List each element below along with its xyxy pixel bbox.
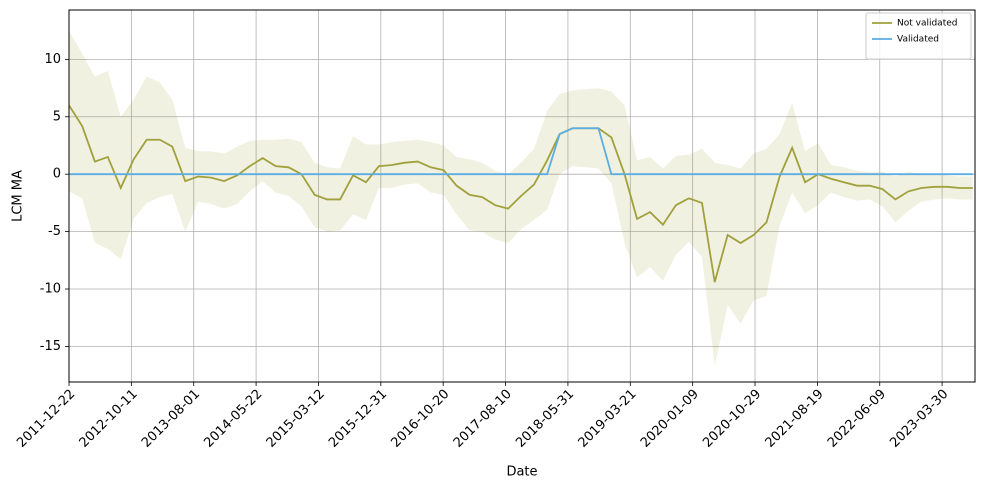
y-axis-label: LCM MA [11, 170, 26, 222]
x-axis-label: Date [506, 465, 537, 480]
x-tick-label: 2013-08-01 [139, 387, 203, 451]
y-tick-label: 0 [53, 167, 61, 182]
y-tick-label: -15 [40, 339, 61, 354]
x-tick-label: 2017-08-10 [451, 387, 515, 451]
x-tick-label: 2022-06-09 [825, 387, 889, 451]
x-tick-label: 2016-10-20 [388, 387, 452, 451]
y-tick-label: -5 [48, 224, 61, 239]
x-tick-label: 2018-05-31 [513, 387, 577, 451]
x-tick-label: 2020-10-29 [700, 387, 764, 451]
confidence-band [69, 30, 973, 366]
y-tick-label: 10 [44, 52, 61, 67]
y-tick-label: 5 [53, 109, 61, 124]
x-tick-label: 2019-03-21 [576, 387, 640, 451]
plot-frame [68, 9, 976, 383]
series-group [69, 30, 973, 366]
legend-box [865, 12, 972, 60]
series-line [69, 104, 973, 283]
legend-label: Validated [897, 35, 939, 45]
x-tick-label: 2015-12-31 [326, 387, 390, 451]
x-tick-label: 2014-05-22 [201, 387, 265, 451]
x-tick-label: 2021-08-19 [763, 387, 827, 451]
legend-label: Not validated [897, 19, 957, 29]
series-line [69, 127, 973, 176]
y-tick-label: -10 [40, 282, 61, 297]
x-tick-label: 2023-03-30 [887, 387, 951, 451]
x-tick-label: 2015-03-12 [264, 387, 328, 451]
x-tick-label: 2012-10-11 [77, 387, 141, 451]
x-tick-label: 2020-01-09 [638, 387, 702, 451]
x-tick-label: 2011-12-22 [14, 387, 78, 451]
